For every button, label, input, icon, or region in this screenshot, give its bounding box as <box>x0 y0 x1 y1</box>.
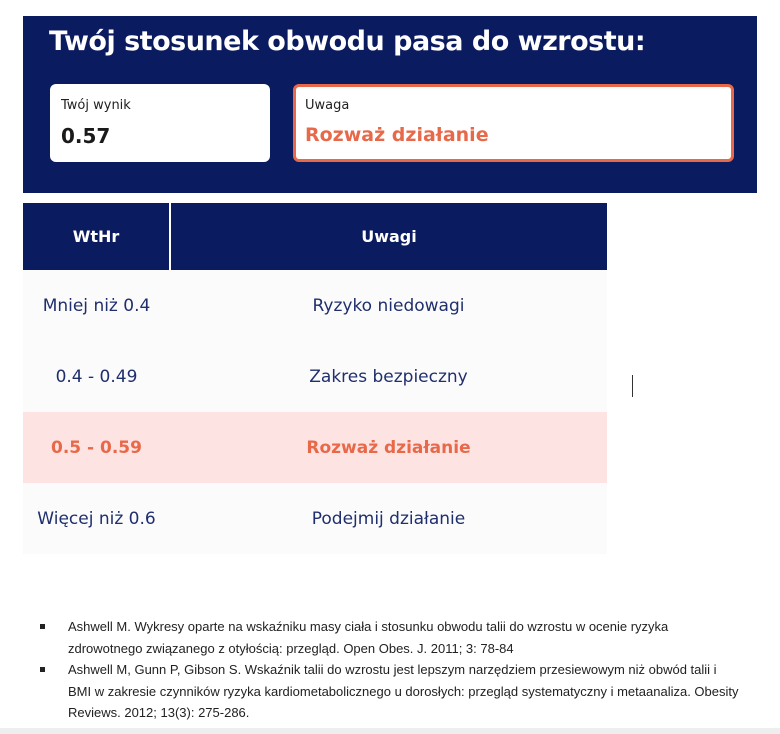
references-list: Ashwell M. Wykresy oparte na wskaźniku m… <box>40 616 740 724</box>
note-cell: Podejmij działanie <box>170 483 607 554</box>
note-value: Rozważ działanie <box>305 124 489 146</box>
header-wthr: WtHr <box>23 203 170 270</box>
score-value: 0.57 <box>61 124 111 148</box>
result-banner: Twój stosunek obwodu pasa do wzrostu: Tw… <box>23 16 757 193</box>
table-row-highlighted: 0.5 - 0.59 Rozważ działanie <box>23 412 607 483</box>
score-card: Twój wynik 0.57 <box>50 84 270 162</box>
note-cell: Zakres bezpieczny <box>170 341 607 412</box>
note-label: Uwaga <box>305 98 350 113</box>
page-bottom-bar <box>0 728 780 734</box>
table-header: WtHr Uwagi <box>23 203 607 270</box>
range-cell: Więcej niż 0.6 <box>23 483 170 554</box>
table-row: Mniej niż 0.4 Ryzyko niedowagi <box>23 270 607 341</box>
reference-item: Ashwell M, Gunn P, Gibson S. Wskaźnik ta… <box>40 659 740 724</box>
note-cell: Ryzyko niedowagi <box>170 270 607 341</box>
table-row: 0.4 - 0.49 Zakres bezpieczny <box>23 341 607 412</box>
banner-title: Twój stosunek obwodu pasa do wzrostu: <box>49 26 646 57</box>
score-label: Twój wynik <box>61 98 131 113</box>
table-row: Więcej niż 0.6 Podejmij działanie <box>23 483 607 554</box>
note-card: Uwaga Rozważ działanie <box>293 84 734 162</box>
reference-item: Ashwell M. Wykresy oparte na wskaźniku m… <box>40 616 740 659</box>
note-cell: Rozważ działanie <box>170 412 607 483</box>
header-uwagi: Uwagi <box>169 203 607 270</box>
range-cell: Mniej niż 0.4 <box>23 270 170 341</box>
text-cursor <box>632 375 633 397</box>
wthr-table: WtHr Uwagi Mniej niż 0.4 Ryzyko niedowagi… <box>23 203 607 554</box>
range-cell: 0.5 - 0.59 <box>23 412 170 483</box>
range-cell: 0.4 - 0.49 <box>23 341 170 412</box>
